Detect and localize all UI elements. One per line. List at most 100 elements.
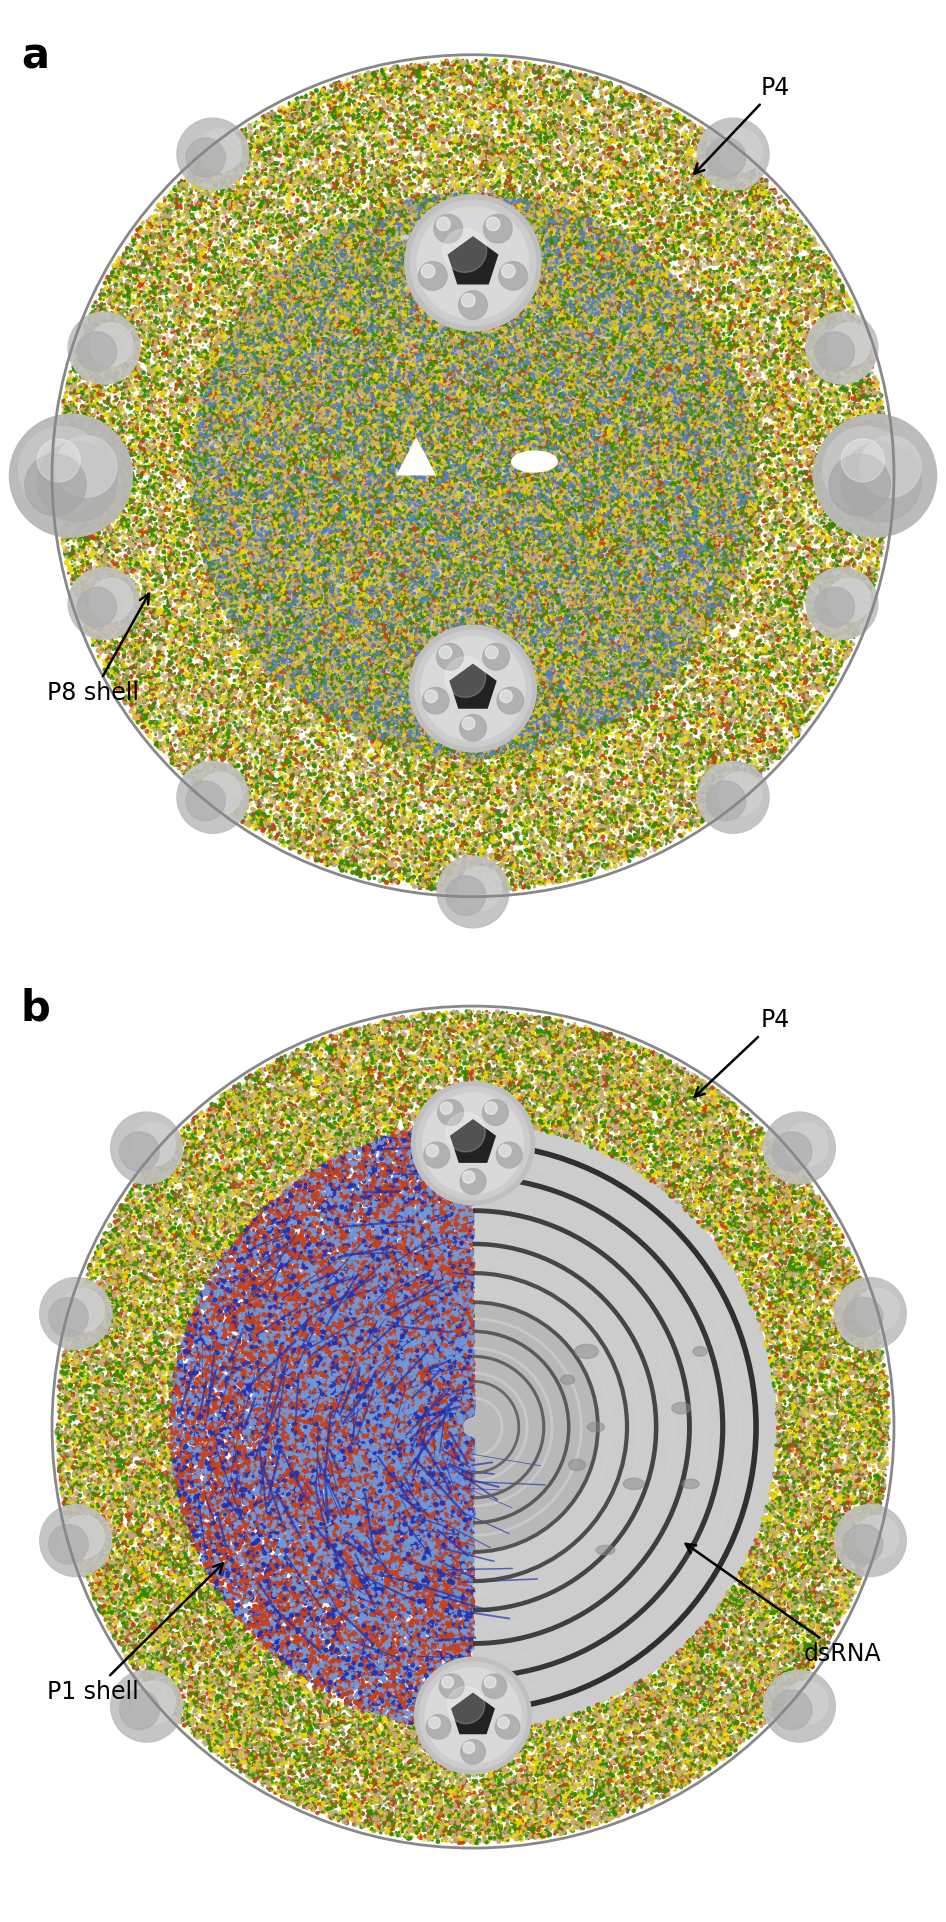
Point	[222, 1549, 237, 1580]
Point	[454, 1688, 469, 1718]
Point	[721, 396, 736, 427]
Point	[517, 142, 532, 173]
Point	[288, 1480, 303, 1511]
Point	[452, 1426, 467, 1457]
Point	[324, 554, 340, 584]
Point	[305, 634, 320, 665]
Point	[114, 333, 129, 363]
Point	[111, 619, 126, 650]
Point	[246, 306, 261, 336]
Point	[193, 1722, 208, 1753]
Point	[434, 605, 449, 636]
Point	[418, 600, 433, 630]
Point	[789, 1169, 804, 1199]
Point	[432, 851, 447, 882]
Point	[232, 784, 247, 815]
Point	[318, 1338, 333, 1368]
Point	[736, 1574, 751, 1605]
Point	[700, 507, 715, 538]
Point	[453, 1422, 468, 1453]
Point	[374, 665, 389, 696]
Point	[373, 1405, 388, 1436]
Point	[210, 456, 225, 486]
Point	[633, 359, 648, 390]
Point	[617, 250, 632, 281]
Point	[355, 1084, 370, 1115]
Point	[328, 425, 343, 456]
Point	[225, 190, 240, 221]
Point	[219, 1720, 235, 1751]
Point	[574, 707, 589, 738]
Point	[442, 377, 457, 407]
Point	[151, 1534, 166, 1565]
Point	[517, 359, 532, 390]
Point	[316, 1707, 331, 1737]
Point	[448, 1219, 464, 1249]
Point	[458, 1524, 473, 1555]
Point	[678, 1151, 693, 1182]
Point	[270, 371, 285, 402]
Point	[364, 1270, 379, 1301]
Point	[578, 296, 593, 327]
Point	[426, 1380, 441, 1411]
Point	[101, 1290, 116, 1320]
Point	[137, 1392, 152, 1422]
Point	[374, 1434, 389, 1465]
Point	[861, 517, 876, 548]
Point	[170, 415, 185, 446]
Point	[376, 661, 391, 692]
Point	[430, 592, 446, 623]
Point	[173, 1345, 188, 1376]
Point	[508, 498, 523, 529]
Point	[783, 527, 798, 557]
Point	[343, 336, 359, 367]
Point	[583, 215, 598, 246]
Point	[841, 400, 856, 431]
Point	[346, 471, 361, 502]
Point	[253, 1363, 268, 1393]
Point	[416, 208, 431, 238]
Point	[112, 379, 127, 409]
Point	[343, 1213, 359, 1244]
Point	[358, 525, 373, 555]
Point	[709, 1605, 724, 1636]
Point	[692, 1632, 708, 1663]
Point	[233, 1301, 248, 1332]
Point	[412, 1117, 428, 1147]
Point	[644, 542, 659, 573]
Point	[318, 1413, 333, 1443]
Point	[566, 819, 581, 850]
Point	[69, 559, 84, 590]
Point	[328, 1318, 343, 1349]
Point	[337, 1078, 352, 1109]
Point	[755, 638, 770, 669]
Point	[373, 1728, 388, 1759]
Point	[493, 183, 508, 213]
Point	[382, 1074, 397, 1105]
Point	[413, 1797, 429, 1828]
Point	[347, 1614, 362, 1645]
Point	[397, 1249, 412, 1280]
Point	[790, 1663, 805, 1693]
Point	[413, 1351, 429, 1382]
Point	[634, 250, 649, 281]
Point	[167, 505, 183, 536]
Point	[166, 1572, 181, 1603]
Point	[569, 211, 585, 242]
Point	[318, 323, 333, 354]
Point	[772, 1484, 787, 1515]
Point	[398, 1222, 413, 1253]
Point	[182, 1282, 197, 1313]
Point	[569, 60, 584, 90]
Point	[524, 577, 539, 607]
Point	[264, 1453, 279, 1484]
Point	[96, 542, 111, 573]
Point	[632, 738, 647, 769]
Point	[368, 436, 383, 467]
Point	[292, 1357, 307, 1388]
Point	[508, 250, 523, 281]
Point	[369, 552, 384, 582]
Point	[255, 1405, 271, 1436]
Point	[540, 242, 555, 273]
Point	[174, 1392, 189, 1422]
